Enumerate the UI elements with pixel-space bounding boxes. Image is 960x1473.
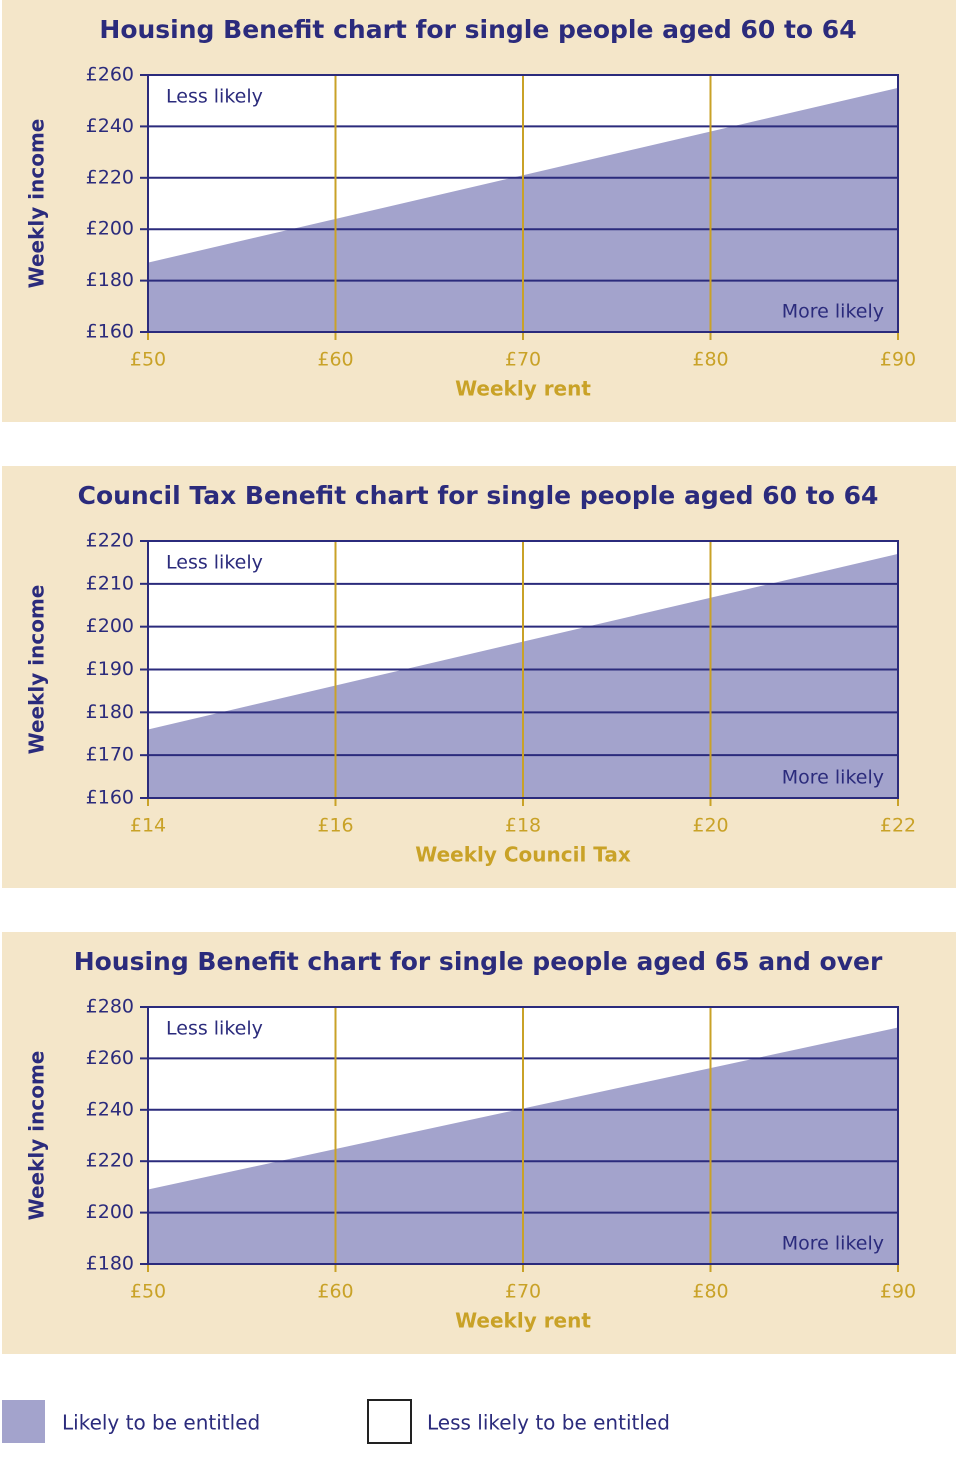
- y-tick-label: £170: [86, 744, 134, 766]
- chart-title: Housing Benefit chart for single people …: [74, 947, 883, 976]
- legend-label: Likely to be entitled: [62, 1411, 260, 1435]
- y-tick-label: £220: [86, 1150, 134, 1172]
- x-tick-label: £16: [317, 815, 353, 837]
- x-tick-label: £14: [130, 815, 166, 837]
- legend-swatch: [367, 1399, 412, 1444]
- y-tick-label: £260: [86, 64, 134, 86]
- plot-border: [147, 540, 899, 799]
- x-axis-label: Weekly rent: [455, 1309, 591, 1333]
- x-tick-label: £80: [692, 349, 728, 371]
- x-tick-label: £90: [880, 349, 916, 371]
- y-tick-label: £160: [86, 321, 134, 343]
- x-tick-label: £50: [130, 349, 166, 371]
- y-tick-label: £190: [86, 658, 134, 680]
- y-tick-label: £240: [86, 115, 134, 137]
- y-axis-label: Weekly income: [25, 119, 49, 289]
- x-tick-label: £70: [505, 1281, 541, 1303]
- x-tick-label: £18: [505, 815, 541, 837]
- plot-border: [147, 74, 899, 333]
- chart-title: Housing Benefit chart for single people …: [99, 15, 856, 44]
- x-tick-label: £80: [692, 1281, 728, 1303]
- x-tick-label: £60: [317, 1281, 353, 1303]
- chart-title: Council Tax Benefit chart for single peo…: [78, 481, 879, 510]
- y-tick-label: £180: [86, 269, 134, 291]
- x-axis-label: Weekly Council Tax: [415, 843, 631, 867]
- annotation: Less likely: [166, 86, 263, 108]
- y-tick-label: £210: [86, 572, 134, 594]
- annotation: More likely: [782, 767, 884, 789]
- y-tick-label: £180: [86, 701, 134, 723]
- plot-border: [147, 1006, 899, 1265]
- x-tick-label: £60: [317, 349, 353, 371]
- x-tick-label: £20: [692, 815, 728, 837]
- legend-swatch: [2, 1400, 45, 1443]
- y-tick-label: £160: [86, 787, 134, 809]
- y-tick-label: £240: [86, 1098, 134, 1120]
- y-tick-label: £200: [86, 218, 134, 240]
- annotation: Less likely: [166, 552, 263, 574]
- y-tick-label: £260: [86, 1047, 134, 1069]
- y-axis-label: Weekly income: [25, 1051, 49, 1221]
- x-axis-label: Weekly rent: [455, 377, 591, 401]
- y-tick-label: £180: [86, 1253, 134, 1275]
- x-tick-label: £22: [880, 815, 916, 837]
- annotation: Less likely: [166, 1018, 263, 1040]
- annotation: More likely: [782, 301, 884, 323]
- x-tick-label: £70: [505, 349, 541, 371]
- x-tick-label: £90: [880, 1281, 916, 1303]
- annotation: More likely: [782, 1233, 884, 1255]
- y-tick-label: £220: [86, 166, 134, 188]
- y-tick-label: £280: [86, 996, 134, 1018]
- y-axis-label: Weekly income: [25, 585, 49, 755]
- y-tick-label: £200: [86, 615, 134, 637]
- y-tick-label: £220: [86, 530, 134, 552]
- legend-label: Less likely to be entitled: [427, 1411, 670, 1435]
- y-tick-label: £200: [86, 1201, 134, 1223]
- x-tick-label: £50: [130, 1281, 166, 1303]
